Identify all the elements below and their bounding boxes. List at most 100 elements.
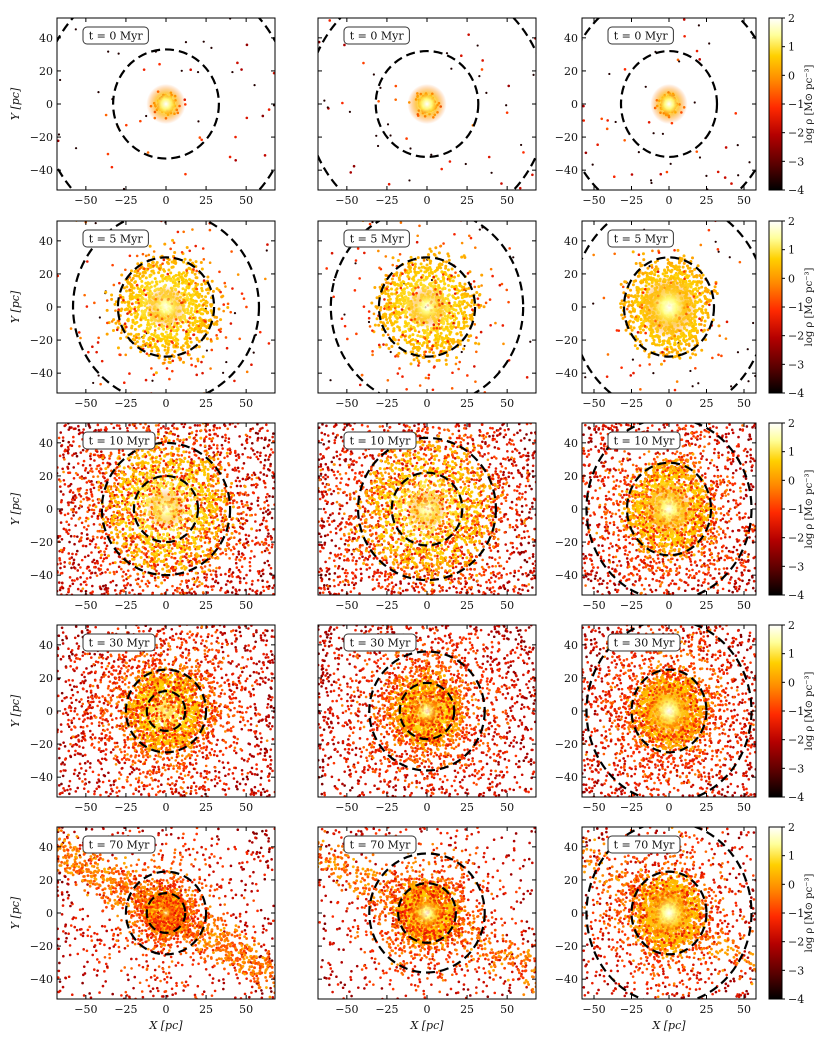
field-star-point [644, 85, 647, 88]
cluster-star-point [417, 266, 421, 270]
cluster-star-point [454, 316, 458, 320]
field-star-point [463, 344, 466, 348]
cluster-star-point [217, 307, 221, 311]
cluster-star-point [182, 260, 186, 264]
halo-star-point [182, 230, 185, 234]
field-star-point [387, 182, 391, 186]
field-star-point [723, 176, 727, 179]
cluster-star-point [425, 276, 429, 280]
halo-star-point [128, 254, 132, 258]
y-tick-label: 0 [571, 98, 578, 111]
cluster-star-point [168, 336, 172, 340]
halo-star-point [144, 378, 148, 382]
cluster-star-point [444, 358, 448, 362]
cluster-star-point [425, 341, 429, 345]
field-star-point [522, 151, 525, 154]
halo-star-point [143, 330, 147, 333]
field-star-point [596, 143, 599, 147]
cluster-star-point [204, 299, 208, 303]
cluster-star-point [183, 274, 187, 278]
halo-star-point [231, 287, 234, 290]
halo-star-point [266, 243, 269, 246]
halo-star-point [187, 324, 191, 327]
halo-star-point [86, 260, 89, 263]
scatter-points [318, 18, 536, 190]
cluster-star-point [384, 292, 388, 296]
cluster-star-point [146, 318, 150, 322]
halo-star-point [178, 198, 181, 201]
field-star-point [500, 182, 503, 185]
y-tick-label: 0 [46, 301, 53, 314]
cluster-star-point [390, 292, 394, 296]
halo-star-point [87, 350, 90, 354]
inner-radius-ring [116, 256, 216, 358]
cluster-star-point [378, 308, 382, 312]
halo-star-point [190, 363, 193, 367]
field-star-point [389, 350, 392, 354]
halo-star-point [139, 318, 142, 321]
halo-star-point [222, 309, 225, 313]
field-star-point [233, 312, 237, 315]
cluster-star-point [459, 330, 463, 334]
cluster-star-point [477, 285, 481, 289]
field-star-point [507, 84, 511, 88]
halo-star-point [143, 343, 147, 346]
cluster-star-point [143, 310, 147, 314]
field-star-point [240, 68, 243, 71]
halo-star-point [181, 320, 184, 324]
halo-star-point [229, 310, 233, 314]
field-star-point [647, 120, 651, 124]
cluster-star-point [458, 284, 462, 288]
x-tick-label: −25 [114, 397, 137, 410]
field-star-point [332, 278, 336, 282]
field-star-point [253, 84, 256, 87]
halo-star-point [110, 320, 114, 323]
scatter-points [57, 18, 275, 190]
halo-star-point [145, 352, 149, 355]
halo-star-point [151, 337, 155, 341]
field-star-point [272, 104, 275, 107]
halo-star-point [236, 273, 240, 276]
field-star-point [184, 41, 188, 44]
cluster-star-point [188, 293, 192, 297]
cluster-star-point [143, 314, 147, 318]
halo-star-point [267, 342, 271, 345]
cluster-star-point [204, 324, 208, 328]
cluster-star-point [407, 261, 411, 265]
cluster-star-point [157, 271, 161, 275]
halo-star-point [120, 331, 123, 335]
cluster-star-point [163, 335, 167, 339]
cluster-star-point [185, 293, 189, 297]
cluster-star-point [175, 332, 179, 336]
cluster-star-point [398, 328, 402, 332]
cluster-star-point [187, 304, 191, 308]
halo-star-point [202, 279, 206, 282]
cluster-star-point [138, 276, 142, 280]
inner-radius-ring [112, 48, 220, 160]
y-tick-label: 40 [564, 32, 578, 45]
scatter-points [582, 18, 756, 190]
cluster-star-point [450, 267, 454, 271]
time-label: t = 0 Myr [350, 30, 405, 43]
cluster-star-point [448, 348, 452, 352]
halo-star-point [156, 340, 159, 343]
field-star-point [349, 171, 353, 174]
halo-star-point [187, 282, 191, 286]
cluster-star-point [389, 287, 393, 291]
field-star-point [142, 68, 146, 71]
cluster-star-point [188, 258, 192, 262]
halo-star-point [215, 334, 218, 337]
halo-star-point [162, 258, 166, 262]
cluster-star-point [173, 335, 177, 339]
halo-star-point [135, 336, 138, 339]
field-star-point [362, 61, 365, 65]
halo-star-point [100, 359, 104, 363]
cluster-star-point [174, 339, 178, 343]
cluster-star-point [162, 327, 166, 331]
cluster-star-point [167, 342, 171, 346]
field-star-point [460, 350, 463, 354]
halo-star-point [176, 230, 180, 234]
cluster-star-point [203, 329, 207, 333]
cluster-star-point [412, 343, 416, 347]
